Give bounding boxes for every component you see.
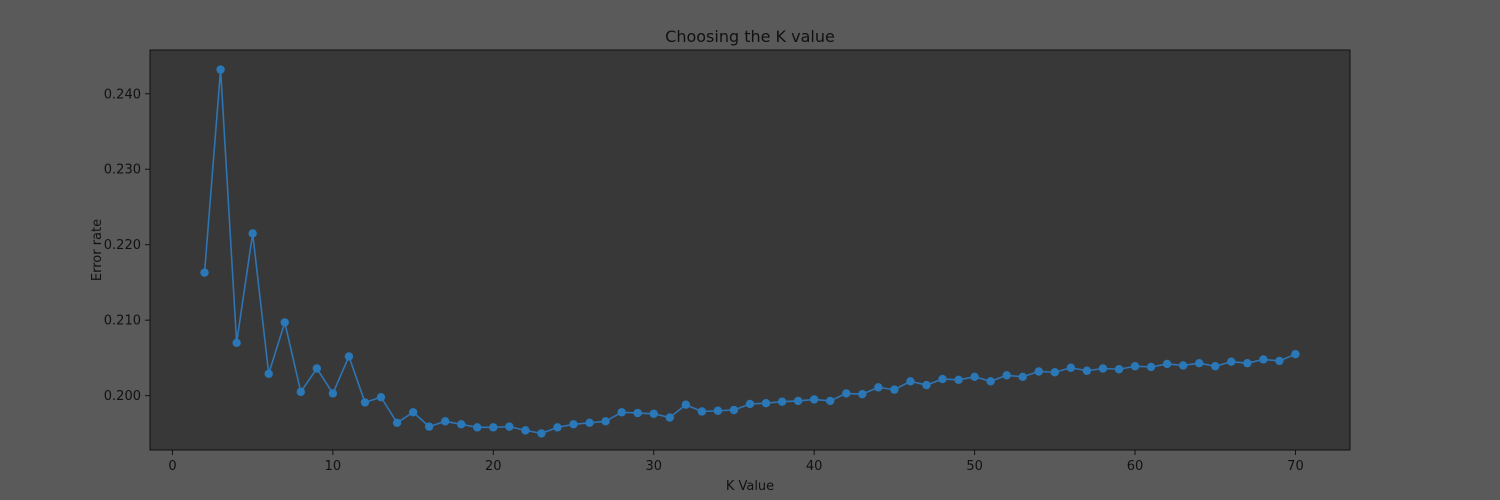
data-point xyxy=(312,364,322,373)
chart-title: Choosing the K value xyxy=(665,27,835,46)
data-point xyxy=(761,399,771,408)
data-point xyxy=(569,420,578,429)
x-axis-ticks: 0 10 20 30 40 50 60 70 xyxy=(168,450,1304,474)
data-point xyxy=(505,422,514,431)
data-point xyxy=(200,268,209,277)
data-point xyxy=(344,352,354,361)
data-point xyxy=(777,397,787,406)
x-tick-label: 10 xyxy=(325,459,342,474)
data-point xyxy=(1227,357,1236,366)
data-point xyxy=(1066,363,1076,372)
data-point xyxy=(1082,366,1092,375)
data-point xyxy=(858,389,867,399)
data-point xyxy=(296,387,306,397)
data-point xyxy=(408,408,418,417)
data-point xyxy=(1275,356,1284,366)
data-point xyxy=(1178,361,1188,370)
data-point xyxy=(809,395,819,404)
data-point xyxy=(938,374,947,384)
data-point xyxy=(1050,368,1060,377)
x-tick-label: 70 xyxy=(1287,459,1304,474)
data-point xyxy=(328,389,338,398)
data-point xyxy=(906,377,915,386)
y-tick-label: 0.200 xyxy=(104,389,141,404)
data-point xyxy=(1211,362,1220,371)
data-point xyxy=(440,417,450,426)
data-point xyxy=(248,229,257,238)
data-point xyxy=(280,318,289,327)
data-point xyxy=(970,372,979,381)
data-point xyxy=(649,409,658,418)
data-point xyxy=(793,396,803,406)
data-point xyxy=(617,408,626,417)
data-point xyxy=(826,396,835,406)
data-point xyxy=(665,413,674,422)
data-point xyxy=(1162,359,1172,369)
series-layer xyxy=(200,65,1300,438)
data-point xyxy=(1114,365,1124,374)
data-point xyxy=(1259,355,1268,364)
data-point xyxy=(842,389,851,398)
x-tick-label: 60 xyxy=(1127,459,1144,474)
data-point xyxy=(360,398,370,407)
data-point xyxy=(713,406,723,415)
data-point xyxy=(424,422,434,431)
data-point xyxy=(376,392,386,402)
data-point xyxy=(457,420,466,429)
data-point xyxy=(537,429,546,438)
data-point xyxy=(585,418,594,428)
data-point xyxy=(521,426,530,435)
plot-frame xyxy=(149,49,1351,451)
y-tick-label: 0.240 xyxy=(104,87,141,102)
x-tick-label: 0 xyxy=(168,459,176,474)
plot-area xyxy=(150,50,1350,450)
data-point xyxy=(473,423,482,432)
data-point xyxy=(745,399,755,409)
data-point xyxy=(216,65,225,74)
data-point xyxy=(1291,349,1300,359)
data-point xyxy=(232,338,241,348)
data-point xyxy=(1146,362,1156,372)
x-axis-title: K Value xyxy=(726,479,774,494)
data-point xyxy=(553,423,562,432)
data-point xyxy=(874,383,883,392)
data-point xyxy=(1002,371,1011,380)
data-point xyxy=(1243,359,1252,368)
data-point xyxy=(697,407,707,416)
data-point xyxy=(392,418,402,428)
x-tick-label: 20 xyxy=(485,459,502,474)
y-axis-ticks: 0.200 0.210 0.220 0.230 0.240 xyxy=(104,87,150,404)
data-point xyxy=(633,408,642,418)
x-tick-label: 50 xyxy=(966,459,983,474)
data-point xyxy=(1130,362,1140,371)
data-point xyxy=(922,380,931,390)
data-point xyxy=(1194,359,1204,368)
x-tick-label: 30 xyxy=(645,459,662,474)
data-point xyxy=(601,417,610,426)
data-point xyxy=(1018,372,1027,381)
y-tick-label: 0.210 xyxy=(104,314,141,329)
data-point xyxy=(1034,367,1043,376)
data-point xyxy=(1098,364,1108,373)
data-point xyxy=(489,423,498,432)
data-point xyxy=(729,405,739,415)
data-point xyxy=(890,385,899,394)
data-point xyxy=(681,400,691,409)
data-point xyxy=(986,377,995,386)
y-axis-title: Error rate xyxy=(90,219,105,281)
data-point xyxy=(954,375,963,385)
data-point xyxy=(264,369,273,378)
y-tick-label: 0.230 xyxy=(104,163,141,178)
y-tick-label: 0.220 xyxy=(104,238,141,253)
x-tick-label: 40 xyxy=(806,459,823,474)
